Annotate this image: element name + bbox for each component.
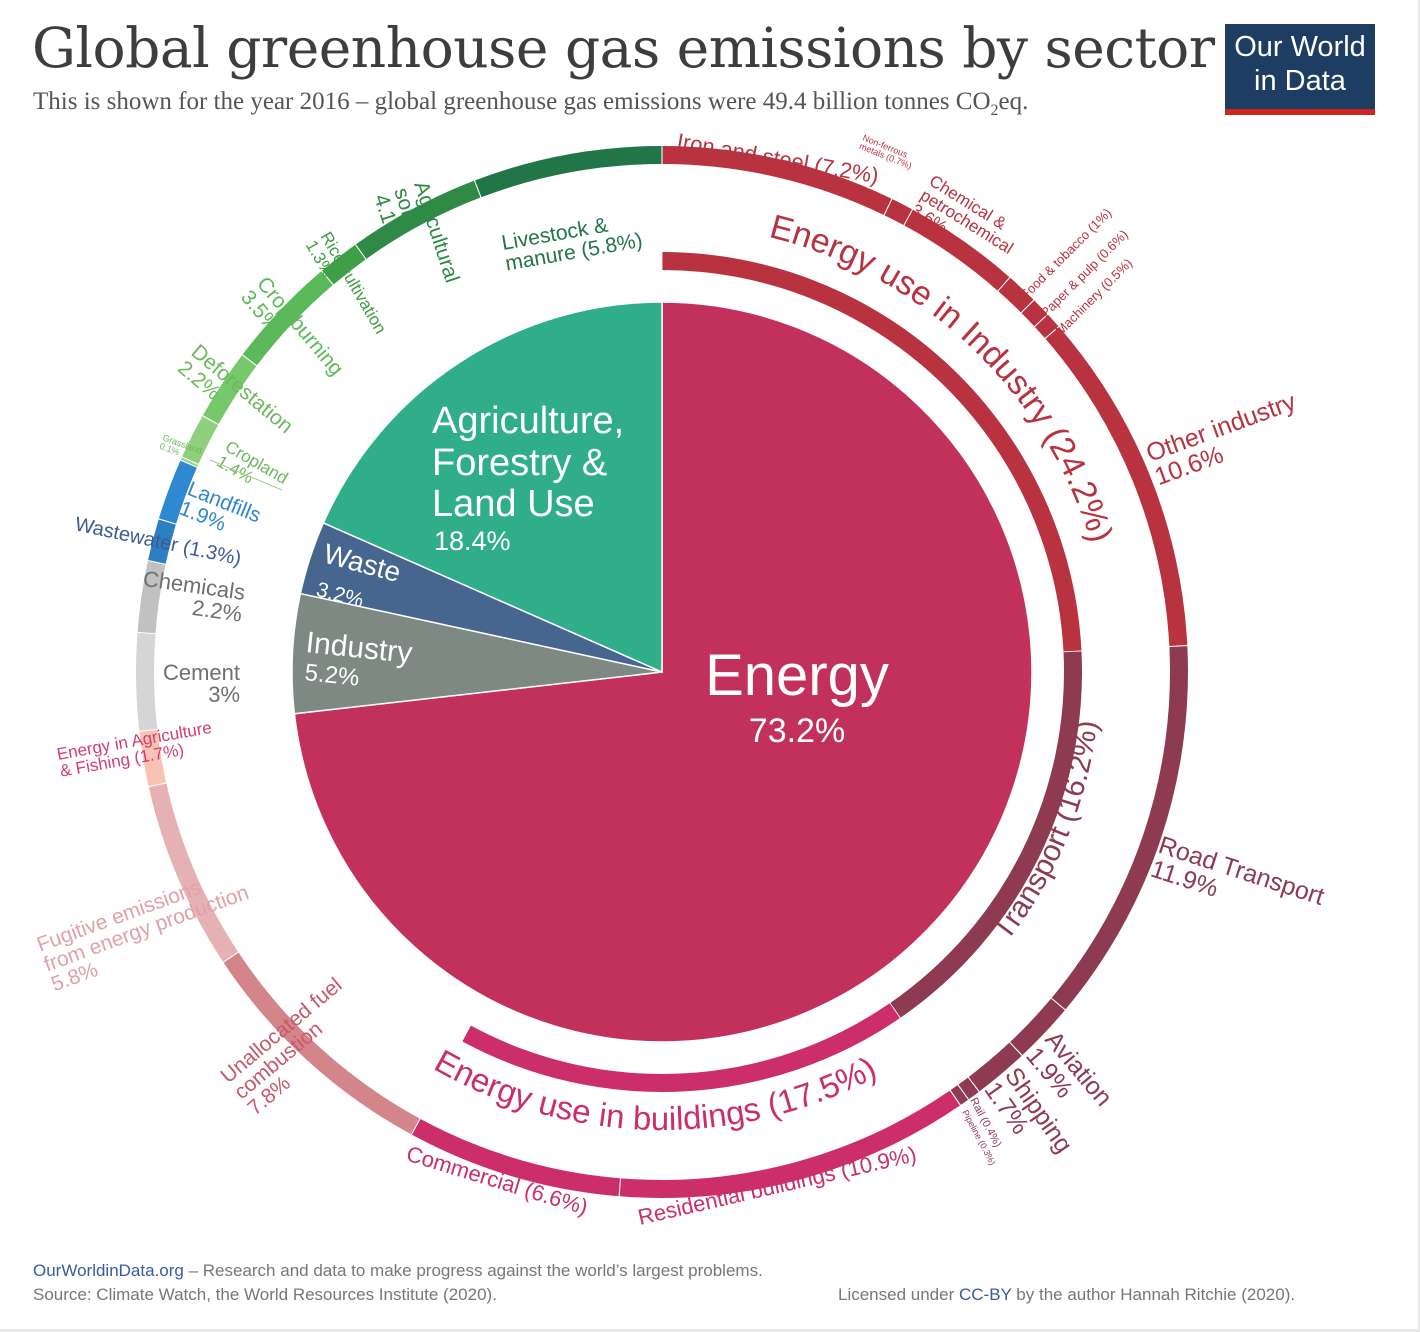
outer-ring-paper-and-pulp[interactable] [1021,300,1048,327]
outer-ring-deforestation[interactable] [202,355,257,425]
outer-ring-chemicals[interactable] [137,561,166,634]
pie-label-pct: 18.4% [434,526,511,556]
label-cement-line: 3% [208,682,240,707]
pie-label-energy: Energy 73.2% [705,643,889,750]
pie-slice-agriculture-forestry-and-land-use[interactable] [322,301,663,674]
frame-bottom [0,1329,1420,1332]
inner-ring-energy-use-in-buildings[interactable] [462,1003,900,1092]
pie-label-pct: 5.2% [303,659,360,692]
footer-license: Licensed under CC-BY by the author Hanna… [838,1285,1295,1305]
outer-ring-grassland[interactable] [180,457,199,467]
outer-ring-non-ferrous-metals[interactable] [884,199,913,226]
outer-ring-food-and-tobacco[interactable] [998,277,1034,313]
outer-ring-iron-and-steel[interactable] [662,146,892,215]
label-livestock-and-manure: Livestock &manure (5.8%) [500,214,644,276]
pie-label-name: Agriculture, [432,400,624,442]
outer-ring-aviation[interactable] [1010,998,1065,1056]
license-link[interactable]: CC-BY [958,1285,1012,1304]
logo-line-1: Our World [1234,31,1366,63]
footer-source: Source: Climate Watch, the World Resourc… [33,1285,497,1304]
outer-ring-livestock-and-manure[interactable] [475,146,662,198]
footer-tagline: – Research and data to make progress aga… [183,1261,763,1280]
owid-logo[interactable]: Our World in Data [1225,24,1375,115]
outer-ring-energy-in-agriculture-and-fishing[interactable] [139,729,167,787]
outer-ring-machinery[interactable] [1034,314,1059,339]
outer-ring-unallocated-fuel-combustion[interactable] [223,952,420,1135]
subtitle-text: This is shown for the year 2016 – global… [33,88,991,115]
footer-line-1: OurWorldinData.org – Research and data t… [33,1261,763,1281]
label-cement-line: Cement [163,660,240,685]
frame-right [1418,0,1420,1332]
chart-title: Global greenhouse gas emissions by secto… [32,16,1215,80]
outer-ring-cropland[interactable] [182,416,219,464]
subtitle-subscript: 2 [990,102,999,119]
pie-label-name: Land Use [432,483,595,525]
inner-ring-transport[interactable] [890,651,1082,1018]
outer-ring-cement[interactable] [136,632,158,731]
outer-ring-wastewater[interactable] [148,519,176,564]
outer-ring-commercial[interactable] [411,1118,621,1197]
outer-ring-rice-cultivation[interactable] [322,244,366,285]
outer-ring-pipeline[interactable] [950,1085,969,1105]
outer-ring-residential-buildings[interactable] [619,1090,960,1198]
pie-label-name: Energy [705,643,889,708]
pie-slice-energy[interactable] [293,301,1033,1043]
label-energy-in-agriculture: Energy in Agriculture& Fishing (1.7%) [55,718,213,781]
outer-ring-fugitive-emissions-from-energy-production[interactable] [148,783,238,962]
outer-ring-chemical-and-petrochemical[interactable] [904,209,1010,291]
subtitle-unit: eq. [998,88,1029,115]
outer-ring-landfills[interactable] [158,460,197,524]
chart-subtitle: This is shown for the year 2016 – global… [33,88,1028,120]
logo-line-2: in Data [1254,65,1346,97]
label-iron-and-steel-line: Iron and steel (7.2%) [675,128,880,188]
outer-ring-road-transport[interactable] [1051,646,1188,1010]
pie-label-pct: 73.2% [749,712,845,750]
outer-ring-other-industry[interactable] [1045,327,1188,646]
license-prefix: Licensed under [838,1285,959,1304]
label-iron-and-steel: Iron and steel (7.2%) [675,128,880,188]
footer-site-link[interactable]: OurWorldinData.org [33,1261,184,1280]
outer-ring-agricultural-soils[interactable] [355,180,481,259]
grassland-leader-line [209,459,283,491]
outer-ring-crop-burning[interactable] [242,271,333,366]
pie-label-name: Forestry & [432,442,607,484]
license-suffix: by the author Hannah Ritchie (2020). [1011,1285,1296,1304]
outer-ring-rail[interactable] [958,1077,979,1100]
outer-ring-shipping[interactable] [968,1042,1022,1092]
